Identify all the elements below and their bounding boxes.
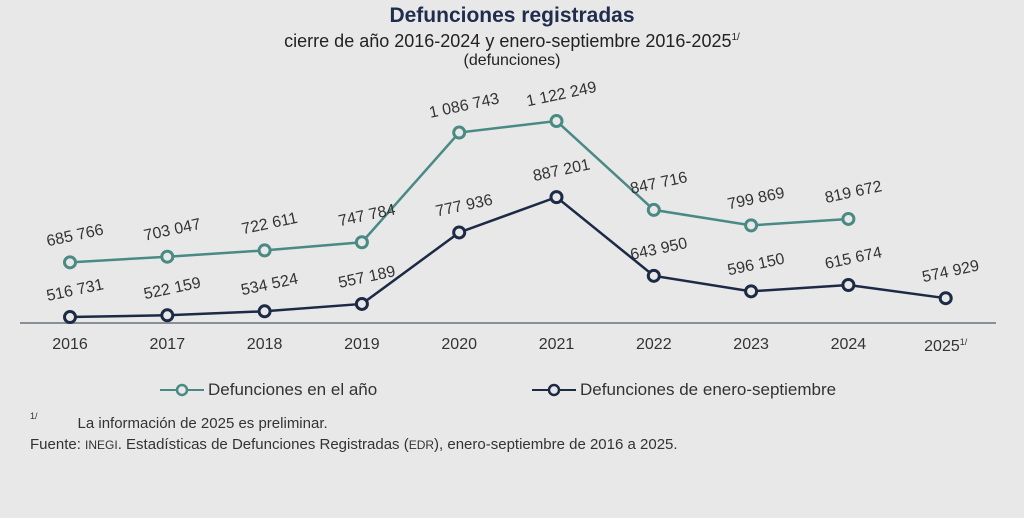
x-tick-label: 2019 (344, 336, 380, 353)
x-tick-label: 2016 (52, 336, 88, 353)
data-point (257, 304, 272, 319)
data-label: 1 086 743 (428, 90, 501, 121)
data-label: 596 150 (726, 251, 786, 280)
source-abbr: EDR (408, 438, 435, 452)
footnote-marker: 1/ (30, 411, 38, 421)
legend-marker-jan-sep-icon (532, 383, 576, 397)
x-tick-label: 2024 (831, 336, 867, 353)
data-point (63, 310, 77, 325)
data-point (354, 296, 369, 311)
source-label: Fuente: (30, 436, 81, 453)
data-label: 643 950 (629, 235, 689, 264)
source-note: Fuente: INEGI. Estadísticas de Defuncion… (30, 436, 678, 453)
data-point (646, 202, 661, 217)
x-tick-label: 2018 (247, 336, 283, 353)
data-point (744, 218, 759, 233)
legend-label-jan-sep: Defunciones de enero-septiembre (580, 380, 837, 399)
data-label: 557 189 (337, 263, 397, 292)
chart-title: Defunciones registradas (389, 4, 635, 27)
data-point (257, 243, 272, 258)
data-label: 747 784 (337, 201, 397, 230)
x-tick-label: 2023 (733, 336, 769, 353)
data-point (841, 278, 856, 293)
data-label: 1 122 249 (525, 79, 598, 110)
source-org: INEGI (85, 438, 118, 452)
data-point (549, 114, 564, 129)
footnote: 1/La información de 2025 es preliminar. (30, 411, 328, 432)
chart-units: (defunciones) (463, 52, 561, 69)
data-point (938, 291, 953, 306)
data-label: 615 674 (823, 244, 883, 273)
data-point (452, 125, 467, 140)
legend-item-jan-sep: Defunciones de enero-septiembre (532, 380, 836, 400)
data-label: 722 611 (240, 210, 299, 238)
data-label: 685 766 (45, 222, 105, 251)
data-label: 703 047 (142, 216, 202, 245)
subtitle-text: cierre de año 2016-2024 y enero-septiemb… (284, 31, 732, 51)
source-text-2: ), enero-septiembre de 2016 a 2025. (434, 436, 678, 453)
subtitle-footnote-marker: 1/ (731, 32, 740, 43)
legend-marker-annual-icon (160, 383, 204, 397)
x-tick-label: 2022 (636, 336, 672, 353)
source-text-1: . Estadísticas de Defunciones Registrada… (117, 436, 409, 453)
data-point (354, 235, 369, 250)
legend-item-annual: Defunciones en el año (160, 380, 377, 400)
data-point (160, 249, 175, 264)
x-tick-label: 2017 (150, 336, 186, 353)
chart-subtitle: cierre de año 2016-2024 y enero-septiemb… (0, 31, 1024, 52)
data-label: 799 869 (726, 185, 786, 214)
data-point (549, 190, 564, 205)
x-tick-label: 2021 (539, 336, 575, 353)
data-point (646, 268, 661, 283)
data-label: 847 716 (629, 169, 689, 198)
series-line-annual (69, 119, 849, 264)
data-point (452, 225, 467, 240)
data-point (63, 255, 77, 270)
data-point (744, 284, 759, 299)
data-point (160, 308, 175, 323)
legend-label-annual: Defunciones en el año (208, 380, 378, 399)
x-tick-label: 2020 (441, 336, 477, 353)
data-label: 887 201 (532, 156, 592, 185)
data-label: 534 524 (240, 271, 300, 300)
series-line-jan-sep (69, 195, 946, 319)
footnote-text: La información de 2025 es preliminar. (77, 415, 328, 432)
data-label: 574 929 (921, 257, 981, 286)
data-label: 819 672 (823, 178, 883, 207)
data-label: 522 159 (142, 275, 202, 304)
data-label: 516 731 (45, 276, 105, 305)
line-chart: 685 766 703 047 722 611 747 784 1 086 743 1 1… (20, 79, 996, 355)
data-point (841, 211, 856, 226)
x-tick-label: 20251/ (924, 337, 968, 355)
data-label: 777 936 (434, 192, 494, 221)
